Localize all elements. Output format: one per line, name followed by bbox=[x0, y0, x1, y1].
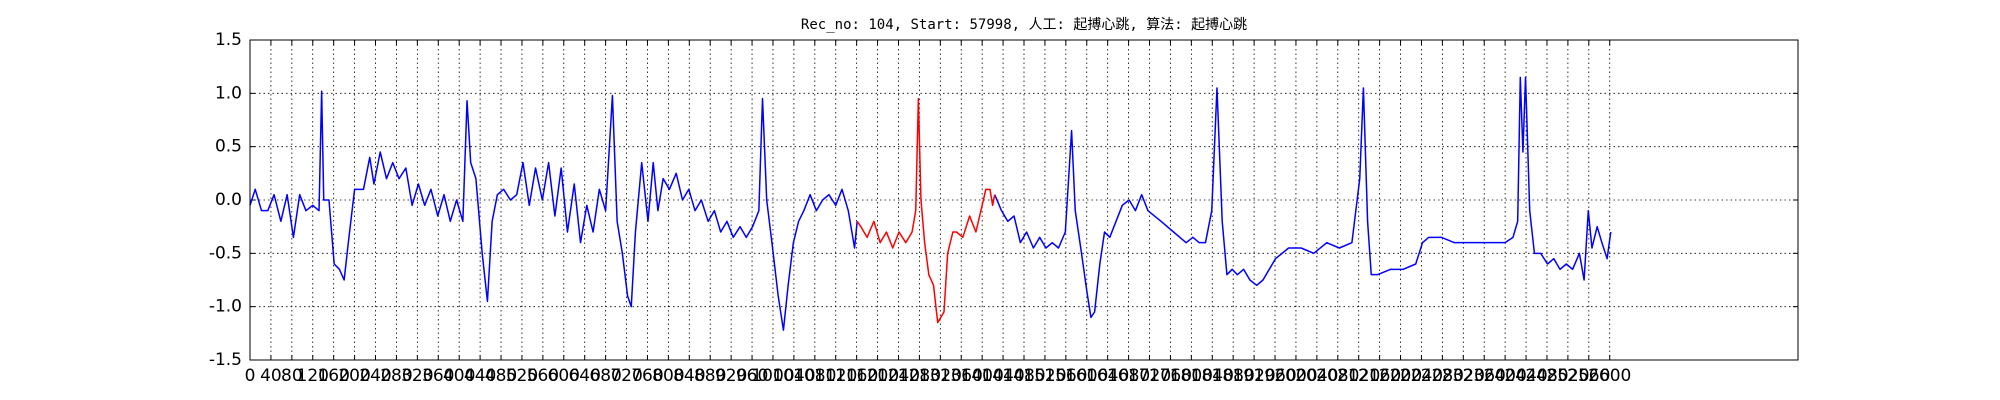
y-tick-label: 0.0 bbox=[215, 190, 242, 210]
x-tick-label: 120 bbox=[297, 366, 329, 386]
x-tick-label: 480 bbox=[485, 366, 517, 386]
y-tick-label: 1.5 bbox=[215, 30, 242, 50]
x-tick-label: 1200 bbox=[856, 366, 899, 386]
x-tick-label: 160 bbox=[317, 366, 349, 386]
x-tick-label: 1800 bbox=[1170, 366, 1213, 386]
signal-line bbox=[856, 97, 996, 324]
x-tick-label: 2200 bbox=[1379, 366, 1422, 386]
x-tick-label: 400 bbox=[443, 366, 475, 386]
signal-line bbox=[994, 76, 1612, 319]
x-tick-label: 1880 bbox=[1212, 366, 1255, 386]
x-tick-label: 2080 bbox=[1316, 366, 1359, 386]
x-tick-label: 1680 bbox=[1107, 366, 1150, 386]
y-tick-label: 0.5 bbox=[215, 137, 242, 157]
x-tick-label: 920 bbox=[715, 366, 747, 386]
x-tick-label: 1640 bbox=[1086, 366, 1129, 386]
x-tick-label: 1120 bbox=[814, 366, 857, 386]
signal-line bbox=[249, 90, 858, 331]
x-tick-label: 1320 bbox=[919, 366, 962, 386]
x-tick-label: 1520 bbox=[1023, 366, 1066, 386]
x-tick-label: 1920 bbox=[1232, 366, 1275, 386]
x-tick-label: 2320 bbox=[1442, 366, 1485, 386]
x-tick-label: 1720 bbox=[1128, 366, 1171, 386]
x-tick-label: 1960 bbox=[1253, 366, 1296, 386]
x-tick-label: 800 bbox=[652, 366, 684, 386]
x-tick-label: 2600 bbox=[1588, 366, 1631, 386]
x-tick-label: 1760 bbox=[1149, 366, 1192, 386]
x-tick-label: 720 bbox=[610, 366, 642, 386]
x-tick-label: 1000 bbox=[751, 366, 794, 386]
x-tick-label: 960 bbox=[736, 366, 768, 386]
x-tick-label: 2000 bbox=[1274, 366, 1317, 386]
x-tick-label: 640 bbox=[568, 366, 600, 386]
x-tick-label: 2360 bbox=[1463, 366, 1506, 386]
chart-title: Rec_no: 104, Start: 57998, 人工: 起搏心跳, 算法:… bbox=[801, 16, 1247, 33]
x-tick-label: 560 bbox=[527, 366, 559, 386]
x-tick-label: 1160 bbox=[835, 366, 878, 386]
x-tick-label: 40 bbox=[260, 366, 282, 386]
x-tick-label: 2120 bbox=[1337, 366, 1380, 386]
x-tick-label: 1240 bbox=[877, 366, 920, 386]
x-tick-label: 2480 bbox=[1525, 366, 1568, 386]
x-tick-label: 2160 bbox=[1358, 366, 1401, 386]
x-tick-label: 360 bbox=[422, 366, 454, 386]
x-tick-label: 1400 bbox=[961, 366, 1004, 386]
x-tick-label: 760 bbox=[631, 366, 663, 386]
x-tick-label: 1440 bbox=[981, 366, 1024, 386]
x-tick-label: 80 bbox=[281, 366, 303, 386]
x-tick-label: 880 bbox=[694, 366, 726, 386]
x-tick-label: 2560 bbox=[1567, 366, 1610, 386]
x-tick-label: 840 bbox=[673, 366, 705, 386]
x-tick-label: 1080 bbox=[793, 366, 836, 386]
x-tick-label: 1840 bbox=[1191, 366, 1234, 386]
x-tick-label: 320 bbox=[401, 366, 433, 386]
x-tick-label: 1600 bbox=[1065, 366, 1108, 386]
y-tick-label: 1.0 bbox=[215, 83, 242, 103]
x-tick-label: 2240 bbox=[1400, 366, 1443, 386]
x-tick-label: 1280 bbox=[898, 366, 941, 386]
x-tick-label: 2520 bbox=[1546, 366, 1589, 386]
x-tick-label: 1040 bbox=[772, 366, 815, 386]
x-tick-label: 440 bbox=[464, 366, 496, 386]
x-tick-label: 2400 bbox=[1484, 366, 1527, 386]
plot-frame bbox=[249, 39, 1799, 361]
x-tick-label: 2040 bbox=[1295, 366, 1338, 386]
x-tick-label: 2440 bbox=[1504, 366, 1547, 386]
y-tick-label: -0.5 bbox=[209, 243, 242, 263]
x-tick-label: 240 bbox=[359, 366, 391, 386]
x-tick-label: 520 bbox=[506, 366, 538, 386]
x-tick-label: 1560 bbox=[1044, 366, 1087, 386]
y-tick-label: -1.5 bbox=[209, 350, 242, 370]
x-tick-label: 600 bbox=[548, 366, 580, 386]
x-tick-label: 680 bbox=[589, 366, 621, 386]
y-tick-label: -1.0 bbox=[209, 297, 242, 317]
x-tick-label: 200 bbox=[338, 366, 370, 386]
x-tick-label: 280 bbox=[380, 366, 412, 386]
x-tick-label: 1480 bbox=[1002, 366, 1045, 386]
x-tick-label: 2280 bbox=[1421, 366, 1464, 386]
x-tick-label: 1360 bbox=[940, 366, 983, 386]
x-tick-label: 0 bbox=[245, 366, 256, 386]
